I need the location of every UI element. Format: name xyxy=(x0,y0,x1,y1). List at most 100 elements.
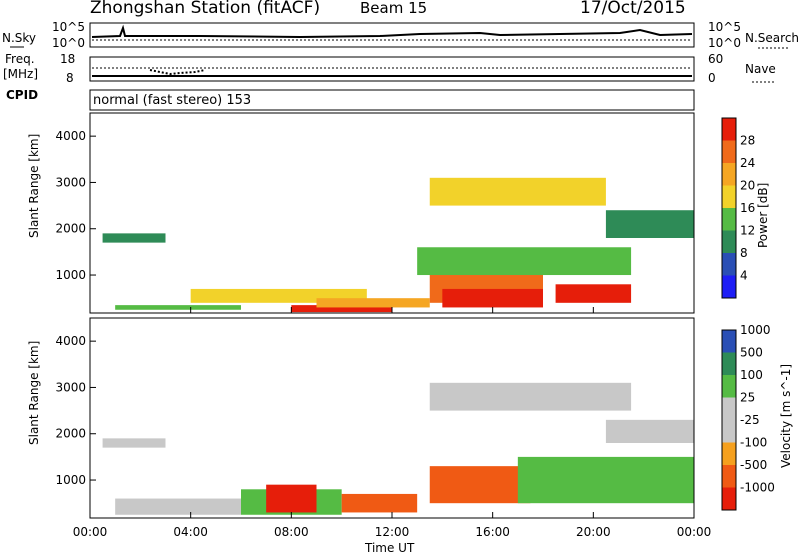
velocity-panel: 1000 2000 3000 4000 00:00 04:00 08:00 12:00 16:… xyxy=(27,317,793,554)
data-cell xyxy=(115,498,241,515)
freq-bottom: 8 xyxy=(66,71,74,85)
velocity-colorbar: -1000 -500 -100 -25 25 100 500 1000 xyxy=(721,323,775,511)
nsky-label: N.Sky xyxy=(2,31,36,45)
nsky-trace xyxy=(91,24,693,39)
x-tick-label: 04:00 xyxy=(173,525,208,539)
colorbar-swatch xyxy=(722,352,736,375)
colorbar-swatch xyxy=(722,465,736,488)
freq-panel xyxy=(89,56,695,82)
y-tick-label: 2000 xyxy=(55,222,86,236)
cpid-text: normal (fast stereo) 153 xyxy=(93,93,251,108)
freq-label: Freq. xyxy=(5,52,35,66)
colorbar-tick-label: 20 xyxy=(740,179,755,193)
colorbar-frame xyxy=(721,117,737,299)
data-cell xyxy=(555,284,632,303)
x-tick-label: 08:00 xyxy=(274,525,309,539)
colorbar-tick-label: -1000 xyxy=(740,481,775,495)
data-cell xyxy=(429,177,606,206)
colorbar-swatch xyxy=(722,442,736,465)
nave-label: Nave xyxy=(745,62,776,76)
colorbar-swatch xyxy=(722,375,736,398)
colorbar-swatch xyxy=(722,253,736,276)
data-cell xyxy=(442,288,543,308)
cpid-panel xyxy=(89,89,695,111)
colorbar-swatch xyxy=(722,487,736,510)
data-cell xyxy=(266,484,317,513)
colorbar-swatch xyxy=(722,397,736,420)
colorbar-swatch xyxy=(722,230,736,253)
power-xticks xyxy=(89,307,695,313)
power-yticks: 1000 2000 3000 4000 xyxy=(55,129,96,282)
colorbar-tick-label: -25 xyxy=(740,413,760,427)
velocity-colorbar-label: Velocity [m s^-1] xyxy=(779,364,793,468)
colorbar-tick-label: 4 xyxy=(740,269,748,283)
colorbar-tick-label: 500 xyxy=(740,346,763,360)
y-tick-label: 4000 xyxy=(55,129,86,143)
nave-dips xyxy=(149,69,206,76)
y-tick-label: 1000 xyxy=(55,473,86,487)
x-tick-label: 20:00 xyxy=(576,525,611,539)
velocity-cells xyxy=(102,382,694,515)
data-cell xyxy=(291,305,392,313)
power-colorbar-label: Power [dB] xyxy=(756,183,770,248)
freq-unit: [MHz] xyxy=(3,67,38,81)
velocity-ylabel: Slant Range [km] xyxy=(27,341,41,445)
y-tick-label: 2000 xyxy=(55,427,86,441)
colorbar-swatch xyxy=(722,185,736,208)
colorbar-tick-label: -500 xyxy=(740,458,767,472)
data-cell xyxy=(316,298,430,308)
power-cells xyxy=(102,177,694,313)
colorbar-swatch xyxy=(722,208,736,231)
data-cell xyxy=(429,382,632,411)
x-tick-label: 00:00 xyxy=(73,525,108,539)
velocity-xticks: 00:00 04:00 08:00 12:00 16:00 20:00 00:00 xyxy=(73,512,711,539)
colorbar-swatch xyxy=(722,118,736,141)
data-cell xyxy=(429,466,531,504)
y-tick-label: 3000 xyxy=(55,175,86,189)
colorbar-tick-label: -100 xyxy=(740,436,767,450)
nave-bottom: 0 xyxy=(708,71,716,85)
x-tick-label: 16:00 xyxy=(475,525,510,539)
data-cell xyxy=(102,438,166,448)
colorbar-tick-label: 24 xyxy=(740,156,755,170)
power-ylabel: Slant Range [km] xyxy=(27,134,41,238)
nsky-bottom: 10^0 xyxy=(52,36,85,50)
y-tick-label: 1000 xyxy=(55,268,86,282)
x-tick-label: 12:00 xyxy=(375,525,410,539)
velocity-yticks: 1000 2000 3000 4000 xyxy=(55,334,96,487)
freq-top: 18 xyxy=(60,52,75,66)
x-axis-label: Time UT xyxy=(364,541,415,554)
colorbar-tick-label: 12 xyxy=(740,224,755,238)
colorbar-swatch xyxy=(722,275,736,298)
nsearch-bottom: 10^0 xyxy=(708,36,741,50)
power-axis-frame xyxy=(89,112,695,314)
colorbar-tick-label: 8 xyxy=(740,246,748,260)
beam-title: Beam 15 xyxy=(360,0,427,17)
colorbar-tick-label: 100 xyxy=(740,368,763,382)
y-tick-label: 4000 xyxy=(55,334,86,348)
data-cell xyxy=(605,419,694,443)
nsky-panel xyxy=(89,22,695,48)
colorbar-swatch xyxy=(722,140,736,163)
cpid-label: CPID xyxy=(6,88,38,102)
colorbar-frame xyxy=(721,329,737,511)
colorbar-tick-label: 1000 xyxy=(740,323,771,337)
data-cell xyxy=(102,233,166,243)
colorbar-tick-label: 25 xyxy=(740,391,755,405)
station-title: Zhongshan Station (fitACF) xyxy=(90,0,320,18)
nsky-top: 10^5 xyxy=(52,20,85,34)
data-cell xyxy=(341,493,418,513)
date-title: 17/Oct/2015 xyxy=(580,0,686,18)
nave-top: 60 xyxy=(708,52,723,66)
colorbar-tick-label: 28 xyxy=(740,134,755,148)
colorbar-swatch xyxy=(722,330,736,353)
nsearch-top: 10^5 xyxy=(708,20,741,34)
data-cell xyxy=(417,247,632,276)
power-panel: 1000 2000 3000 4000 Slant Range [km] 4 8 12 16… xyxy=(27,112,770,314)
colorbar-swatch xyxy=(722,420,736,443)
y-tick-label: 3000 xyxy=(55,380,86,394)
colorbar-tick-label: 16 xyxy=(740,201,755,215)
data-cell xyxy=(517,456,694,504)
nsearch-label: N.Search xyxy=(745,31,799,45)
